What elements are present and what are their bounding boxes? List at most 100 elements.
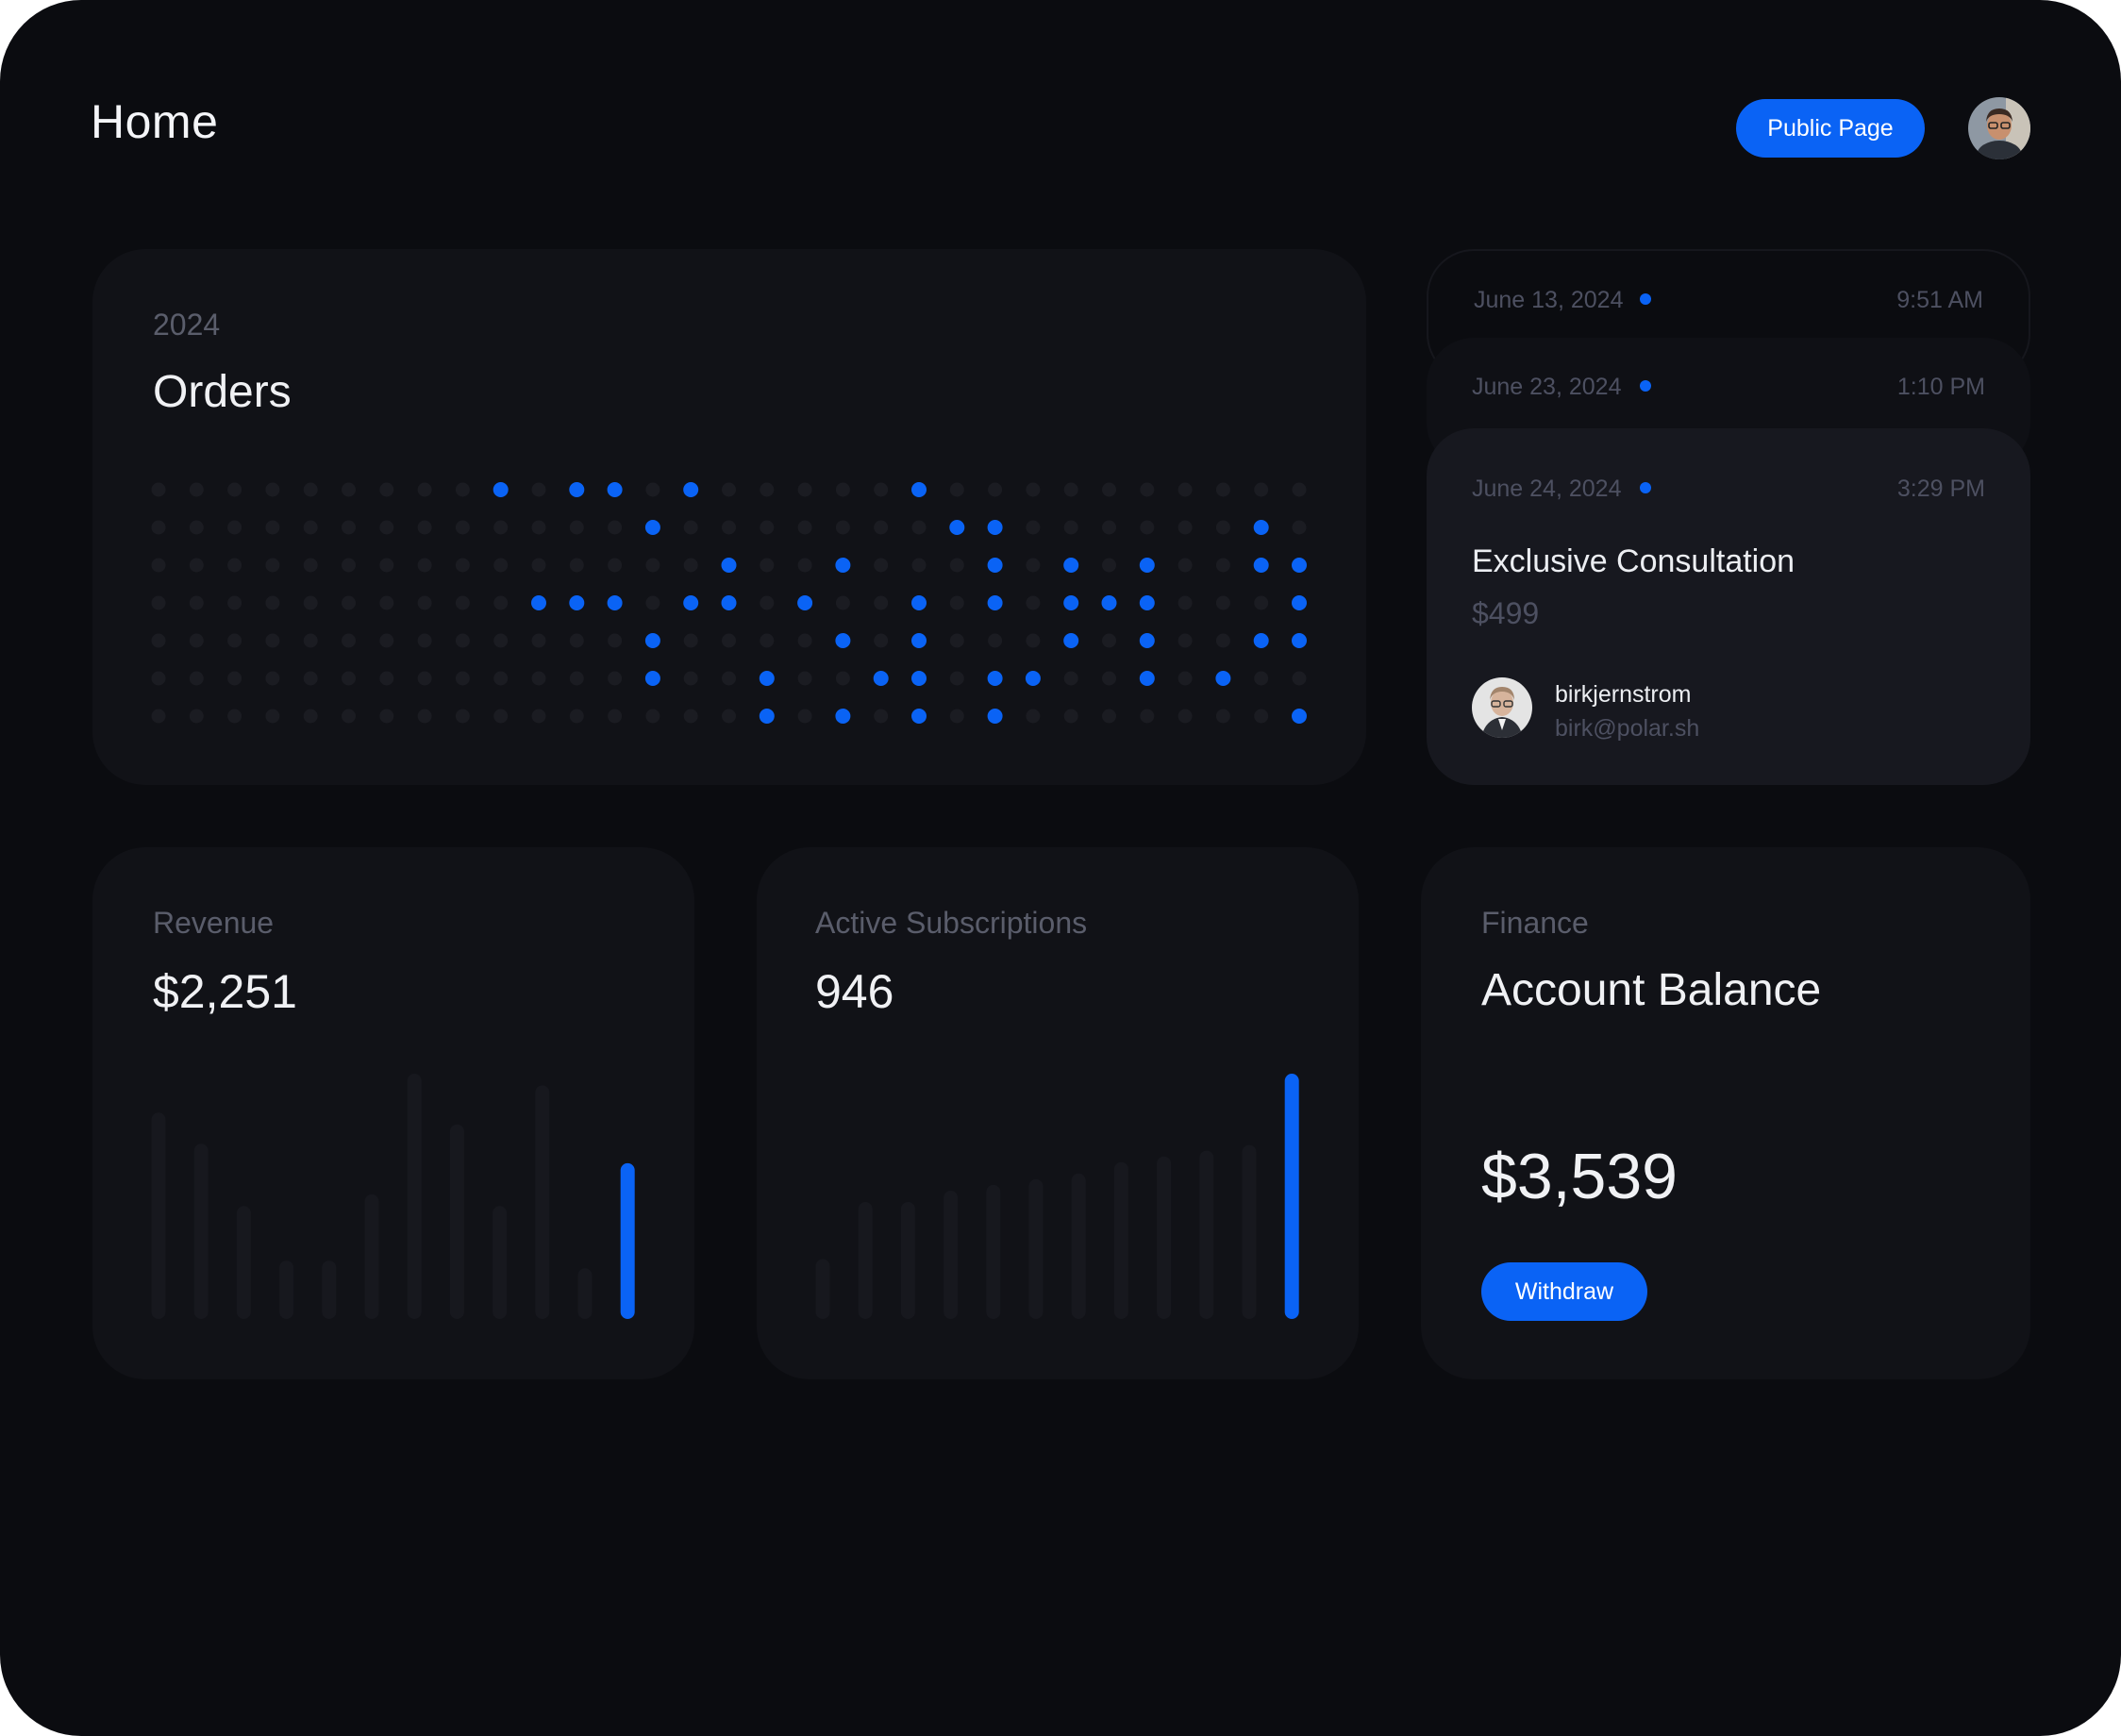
order-dot [1102,671,1116,686]
subscriptions-value: 946 [815,965,894,1018]
order-dot [417,671,432,686]
order-dot-active [1139,558,1155,573]
order-dot [227,558,242,573]
order-dot [1026,482,1041,497]
order-dot [227,482,242,497]
subscriptions-label: Active Subscriptions [815,906,1088,940]
order-dot-active [607,595,623,610]
order-dot [1140,709,1155,724]
order-dot-active [1292,709,1307,724]
order-dot [645,595,660,610]
order-dot [531,482,546,497]
order-dot-active [607,482,623,497]
order-dot [1254,595,1269,610]
order-dot [683,558,698,573]
order-dot [531,520,546,535]
order-dot [1215,709,1230,724]
order-dot [493,595,509,610]
order-dot [683,709,698,724]
order-dot [342,558,356,573]
order-dot [303,520,318,535]
order-dot [189,482,204,497]
orders-heatmap [151,482,1307,724]
order-dot [265,482,280,497]
order-dot [569,633,584,648]
order-dot [455,558,470,573]
order-dot-active [1292,595,1307,610]
order-status-dot [1640,482,1651,493]
order-dot-active [644,671,660,686]
public-page-button[interactable]: Public Page [1736,99,1925,158]
order-dot-active [911,709,927,724]
order-dot [797,520,812,535]
order-dot [835,671,850,686]
order-dot [797,558,812,573]
order-dot [608,671,623,686]
order-dot [151,671,166,686]
order-dot [608,633,623,648]
subscriptions-card: Active Subscriptions 946 [757,847,1359,1379]
order-dot [417,520,432,535]
order-dot [608,558,623,573]
order-dot [531,709,546,724]
user-avatar-icon[interactable] [1968,97,2030,159]
order-dot [1215,482,1230,497]
bar [193,1143,209,1319]
order-dot [531,633,546,648]
order-dot [1292,482,1307,497]
order-dot-active [987,671,1003,686]
order-dot [911,558,927,573]
order-dot [1026,558,1041,573]
order-dot [151,482,166,497]
order-dot [874,558,889,573]
withdraw-button[interactable]: Withdraw [1481,1262,1647,1321]
order-dot [342,595,356,610]
order-item-expanded[interactable]: June 24, 2024 3:29 PM Exclusive Consulta… [1427,428,2030,785]
order-dot [569,558,584,573]
order-dot-active [797,595,813,610]
order-dot [1215,633,1230,648]
order-dot [874,482,889,497]
order-dot [342,671,356,686]
order-dot [1292,520,1307,535]
order-dot [1102,709,1116,724]
order-dot [379,558,394,573]
order-dot [151,520,166,535]
order-dot [1063,709,1078,724]
bar [535,1085,550,1319]
order-dot-active [644,633,660,648]
order-dot [569,520,584,535]
order-dot [189,671,204,686]
order-dot [189,595,204,610]
order-dot-active [911,595,927,610]
order-dot [1026,595,1041,610]
subscriptions-bar-chart [815,1074,1299,1319]
customer-avatar-photo [1472,677,1532,738]
order-dot [342,520,356,535]
order-dot [455,633,470,648]
order-dot-active [1292,633,1307,648]
order-dot [1177,709,1193,724]
bar [236,1206,251,1319]
order-dot-active [531,595,546,610]
order-dot-active [873,671,889,686]
order-dot [683,633,698,648]
order-dot [608,709,623,724]
product-price: $499 [1472,596,1540,630]
order-dot [988,633,1003,648]
order-dot [303,558,318,573]
order-dot [1254,482,1269,497]
order-status-dot [1640,293,1651,305]
recent-orders-stack: June 13, 2024 9:51 AM June 23, 2024 1:10… [1427,249,2030,785]
order-dot-active [1101,595,1117,610]
order-dot-active [493,482,509,497]
bar [944,1191,959,1319]
order-dot [569,671,584,686]
order-date: June 23, 2024 [1472,374,1622,400]
order-dot [1254,671,1269,686]
order-dot [1177,520,1193,535]
order-dot [1177,595,1193,610]
order-date: June 24, 2024 [1472,476,1622,502]
customer-avatar-icon[interactable] [1472,677,1532,738]
order-dot [1063,671,1078,686]
